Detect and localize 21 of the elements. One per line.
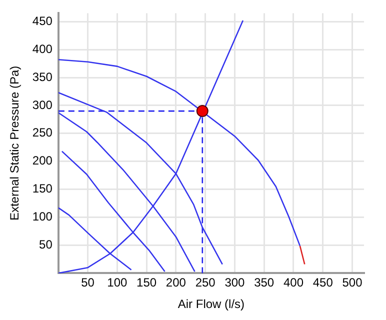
x-tick-label: 300 <box>224 276 246 290</box>
y-tick-label: 300 <box>32 98 53 112</box>
y-tick-label: 100 <box>32 210 53 224</box>
y-tick-label: 250 <box>32 126 53 140</box>
x-tick-label: 100 <box>107 276 128 290</box>
y-tick-label: 400 <box>32 42 53 56</box>
x-tick-label: 500 <box>342 276 363 290</box>
x-tick-label: 150 <box>136 276 157 290</box>
x-tick-label: 250 <box>195 276 216 290</box>
y-axis-title: External Static Pressure (Pa) <box>8 66 22 221</box>
y-tick-label: 350 <box>32 70 53 84</box>
x-tick-label: 400 <box>283 276 304 290</box>
y-tick-label: 200 <box>32 154 53 168</box>
y-tick-label: 150 <box>32 182 53 196</box>
x-tick-label: 50 <box>81 276 95 290</box>
x-axis-title: Air Flow (l/s) <box>178 297 245 312</box>
x-tick-label: 350 <box>254 276 274 290</box>
x-tick-label: 200 <box>166 276 186 290</box>
y-tick-label: 50 <box>39 238 53 252</box>
y-tick-label: 450 <box>32 14 53 28</box>
x-tick-label: 450 <box>312 276 334 290</box>
